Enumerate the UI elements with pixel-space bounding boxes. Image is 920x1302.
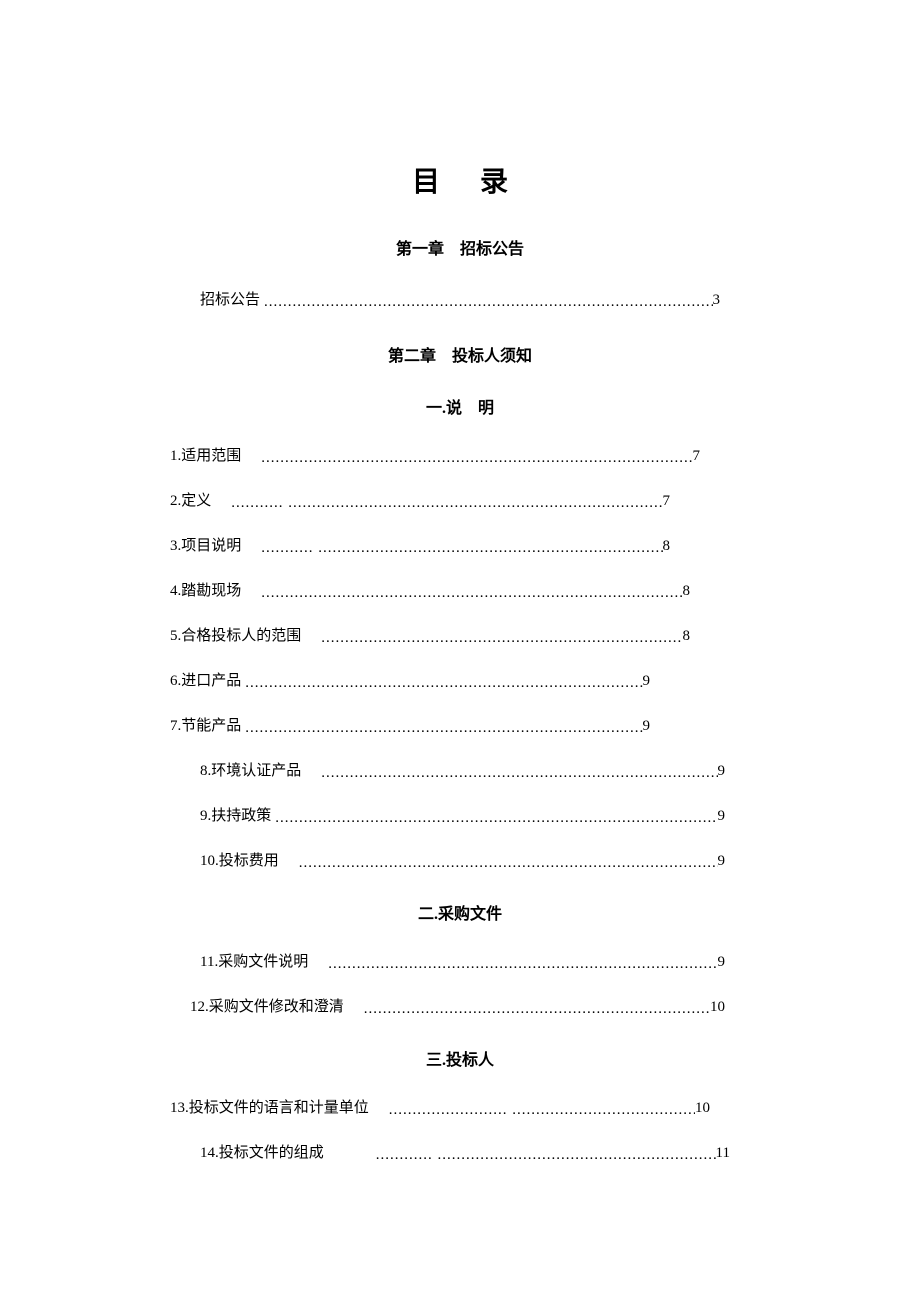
toc-page: 9 (718, 848, 726, 875)
toc-page: 9 (718, 949, 726, 976)
toc-entry: 2.定义 ........... .......................… (170, 488, 670, 515)
section-heading: 二.采购文件 (170, 900, 750, 924)
toc-label: 招标公告 (200, 287, 260, 314)
toc-dots: ........... ............................… (211, 490, 662, 517)
toc-page: 9 (718, 758, 726, 785)
toc-entry: 12.采购文件修改和澄清 ...........................… (170, 994, 725, 1021)
toc-page: 9 (643, 713, 651, 740)
toc-entry: 9.扶持政策 .................................… (170, 803, 725, 830)
toc-page: 10 (695, 1095, 710, 1122)
toc-dots: ........................................… (271, 805, 717, 832)
toc-page: 8 (663, 533, 671, 560)
section-heading: 一.说 明 (170, 394, 750, 418)
toc-entry: 1.适用范围 .................................… (170, 443, 700, 470)
toc-label: 11.采购文件说明 (200, 949, 308, 976)
toc-page: 8 (683, 578, 691, 605)
toc-label: 2.定义 (170, 488, 211, 515)
toc-entry: 招标公告 ...................................… (170, 287, 720, 314)
toc-label: 1.适用范围 (170, 443, 241, 470)
chapter-heading: 第一章 招标公告 (170, 235, 750, 259)
toc-dots: ........................................… (301, 760, 717, 787)
chapter-heading: 第二章 投标人须知 (170, 342, 750, 366)
toc-dots: ........................................… (279, 850, 718, 877)
toc-dots: ........................................… (308, 951, 717, 978)
toc-label: 5.合格投标人的范围 (170, 623, 301, 650)
toc-entry: 5.合格投标人的范围 .............................… (170, 623, 690, 650)
toc-label: 14.投标文件的组成 (200, 1140, 324, 1167)
toc-label: 6.进口产品 (170, 668, 241, 695)
page-content: 目录 第一章 招标公告 招标公告 .......................… (170, 160, 750, 1167)
toc-entry: 13.投标文件的语言和计量单位 ........................… (170, 1095, 710, 1122)
toc-entry: 10.投标费用 ................................… (170, 848, 725, 875)
toc-dots: ........................................… (241, 670, 642, 697)
toc-dots: ........................................… (241, 580, 682, 607)
toc-page: 8 (683, 623, 691, 650)
toc-entry: 11.采购文件说明 ..............................… (170, 949, 725, 976)
toc-dots: ........................................… (241, 715, 642, 742)
toc-page: 9 (718, 803, 726, 830)
toc-dots: ............ ...........................… (324, 1142, 716, 1169)
toc-entry: 4.踏勘现场 .................................… (170, 578, 690, 605)
toc-page: 11 (716, 1140, 730, 1167)
toc-entry: 7.节能产品 .................................… (170, 713, 650, 740)
toc-entry: 6.进口产品 .................................… (170, 668, 650, 695)
toc-dots: ........................................… (344, 996, 710, 1023)
toc-label: 7.节能产品 (170, 713, 241, 740)
toc-page: 7 (693, 443, 701, 470)
toc-dots: ......................... ..............… (369, 1097, 695, 1124)
toc-page: 3 (713, 287, 721, 314)
toc-page: 9 (643, 668, 651, 695)
toc-label: 12.采购文件修改和澄清 (190, 994, 344, 1021)
toc-entry: 3.项目说明 ........... .....................… (170, 533, 670, 560)
toc-dots: ........................................… (301, 625, 682, 652)
document-title: 目录 (170, 160, 750, 200)
toc-label: 13.投标文件的语言和计量单位 (170, 1095, 369, 1122)
toc-label: 4.踏勘现场 (170, 578, 241, 605)
toc-entry: 14.投标文件的组成 ............ ................… (170, 1140, 730, 1167)
toc-label: 3.项目说明 (170, 533, 241, 560)
toc-label: 10.投标费用 (200, 848, 279, 875)
toc-dots: ........................................… (260, 289, 712, 316)
toc-page: 10 (710, 994, 725, 1021)
section-heading: 三.投标人 (170, 1046, 750, 1070)
toc-label: 8.环境认证产品 (200, 758, 301, 785)
toc-dots: ........... ............................… (241, 535, 662, 562)
toc-label: 9.扶持政策 (200, 803, 271, 830)
toc-dots: ........................................… (241, 445, 692, 472)
toc-entry: 8.环境认证产品 ...............................… (170, 758, 725, 785)
toc-page: 7 (663, 488, 671, 515)
